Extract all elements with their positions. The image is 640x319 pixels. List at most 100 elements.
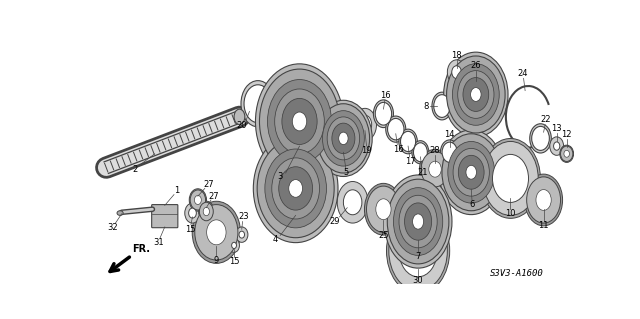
Ellipse shape: [323, 111, 364, 166]
Text: 1: 1: [173, 186, 179, 195]
Ellipse shape: [530, 124, 551, 153]
Ellipse shape: [189, 189, 207, 211]
Ellipse shape: [198, 201, 214, 222]
Text: 14: 14: [444, 130, 455, 139]
Text: 18: 18: [451, 51, 462, 60]
Ellipse shape: [185, 203, 200, 223]
Text: 13: 13: [552, 124, 562, 133]
Ellipse shape: [560, 145, 573, 162]
Ellipse shape: [244, 85, 272, 123]
Text: 5: 5: [343, 168, 348, 177]
Ellipse shape: [259, 69, 340, 174]
Ellipse shape: [367, 186, 401, 232]
Ellipse shape: [332, 123, 355, 154]
Ellipse shape: [339, 132, 348, 145]
Ellipse shape: [232, 242, 237, 249]
Ellipse shape: [439, 130, 504, 215]
Ellipse shape: [404, 203, 431, 240]
Ellipse shape: [195, 204, 238, 260]
Text: 3: 3: [278, 172, 283, 182]
Text: 12: 12: [561, 130, 572, 139]
Ellipse shape: [358, 115, 372, 134]
Text: 31: 31: [154, 238, 164, 247]
Text: 10: 10: [505, 209, 516, 218]
Ellipse shape: [554, 142, 560, 150]
Ellipse shape: [376, 199, 391, 219]
Ellipse shape: [447, 56, 505, 133]
Ellipse shape: [442, 134, 500, 211]
Ellipse shape: [337, 182, 368, 223]
Ellipse shape: [239, 231, 244, 238]
Text: 24: 24: [518, 69, 528, 78]
Text: 17: 17: [405, 157, 416, 166]
Text: S3V3-A1600: S3V3-A1600: [490, 269, 543, 278]
Ellipse shape: [458, 155, 484, 189]
Text: 32: 32: [107, 223, 118, 232]
Ellipse shape: [272, 158, 319, 219]
Ellipse shape: [527, 177, 561, 223]
Ellipse shape: [228, 239, 239, 252]
Ellipse shape: [470, 87, 481, 101]
Ellipse shape: [388, 118, 404, 140]
Ellipse shape: [255, 64, 344, 179]
Ellipse shape: [452, 66, 461, 78]
Ellipse shape: [117, 211, 123, 215]
Ellipse shape: [387, 179, 449, 264]
Ellipse shape: [419, 149, 451, 189]
Ellipse shape: [440, 140, 459, 165]
Ellipse shape: [561, 146, 573, 161]
Text: 25: 25: [378, 231, 388, 240]
Text: FR.: FR.: [132, 244, 150, 254]
Ellipse shape: [401, 131, 415, 152]
Ellipse shape: [386, 116, 406, 142]
Ellipse shape: [389, 211, 447, 291]
Ellipse shape: [434, 95, 450, 117]
Ellipse shape: [364, 183, 403, 235]
Ellipse shape: [452, 64, 499, 125]
Ellipse shape: [413, 214, 424, 229]
Ellipse shape: [384, 175, 452, 268]
Text: 20: 20: [237, 121, 247, 130]
Ellipse shape: [241, 81, 275, 127]
Text: 27: 27: [209, 192, 220, 201]
Text: 16: 16: [393, 145, 403, 154]
Ellipse shape: [234, 109, 245, 124]
Ellipse shape: [394, 188, 443, 256]
Ellipse shape: [429, 161, 441, 177]
Text: 2: 2: [133, 165, 138, 174]
Ellipse shape: [292, 112, 307, 131]
Ellipse shape: [463, 78, 489, 111]
Ellipse shape: [315, 100, 372, 176]
Text: 9: 9: [214, 256, 219, 265]
Text: 23: 23: [238, 212, 248, 221]
Ellipse shape: [289, 180, 303, 197]
Ellipse shape: [481, 138, 540, 218]
Text: 8: 8: [423, 101, 428, 111]
Ellipse shape: [564, 150, 570, 157]
Ellipse shape: [375, 102, 392, 125]
Ellipse shape: [399, 225, 437, 277]
Ellipse shape: [550, 137, 564, 155]
Ellipse shape: [236, 227, 248, 242]
Ellipse shape: [448, 141, 495, 203]
FancyBboxPatch shape: [152, 204, 178, 228]
Ellipse shape: [257, 139, 334, 238]
Ellipse shape: [453, 148, 490, 196]
Ellipse shape: [492, 154, 529, 203]
Text: 30: 30: [413, 276, 424, 285]
Ellipse shape: [373, 100, 394, 128]
Ellipse shape: [207, 220, 226, 245]
Ellipse shape: [282, 98, 317, 145]
Ellipse shape: [204, 207, 209, 216]
Ellipse shape: [421, 152, 449, 187]
Ellipse shape: [192, 201, 241, 263]
Text: 26: 26: [470, 62, 481, 70]
Text: 22: 22: [541, 115, 551, 124]
Text: 15: 15: [185, 225, 195, 234]
Ellipse shape: [525, 174, 563, 226]
Ellipse shape: [353, 108, 376, 141]
Ellipse shape: [279, 167, 312, 210]
Ellipse shape: [317, 104, 369, 173]
Ellipse shape: [458, 70, 494, 118]
Text: 16: 16: [380, 91, 391, 100]
